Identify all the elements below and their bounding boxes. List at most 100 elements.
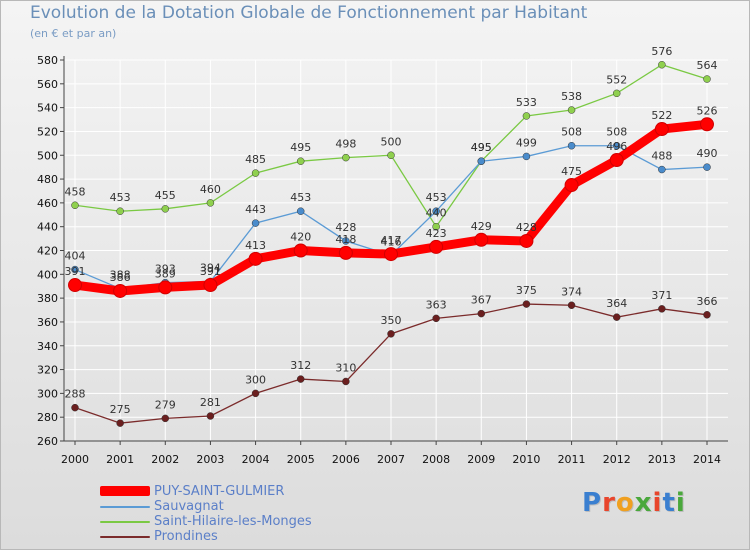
data-label: 453: [290, 191, 311, 204]
data-label: 538: [561, 90, 582, 103]
data-point: [564, 178, 579, 193]
data-point: [71, 403, 79, 412]
data-point: [703, 163, 711, 171]
data-point: [342, 377, 350, 386]
data-point: [342, 237, 350, 245]
data-label: 495: [290, 141, 311, 154]
y-tick-label: 280: [37, 411, 58, 424]
data-label: 428: [516, 221, 537, 234]
x-tick-label: 2014: [693, 453, 721, 466]
data-label: 350: [381, 314, 402, 327]
data-point: [477, 309, 486, 318]
data-point: [161, 414, 170, 423]
data-point: [251, 389, 260, 398]
logo-letter: P: [582, 488, 603, 518]
data-label: 499: [516, 136, 537, 149]
data-point: [658, 165, 666, 174]
data-point: [158, 280, 173, 295]
x-tick-label: 2012: [603, 453, 631, 466]
data-label: 391: [65, 265, 86, 278]
data-point: [519, 233, 534, 248]
data-label: 420: [290, 231, 311, 244]
legend-label: PUY-SAINT-GULMIER: [154, 484, 285, 499]
data-label: 394: [200, 261, 221, 274]
data-label: 495: [471, 141, 492, 154]
y-tick-label: 420: [37, 245, 58, 258]
data-label: 488: [651, 150, 672, 163]
y-tick-label: 560: [37, 78, 58, 91]
data-point: [71, 201, 79, 210]
data-label: 391: [200, 265, 221, 278]
data-label: 455: [155, 189, 176, 202]
logo-letter: t: [662, 488, 676, 518]
data-label: 460: [200, 183, 221, 196]
data-label: 364: [606, 297, 627, 310]
x-tick-label: 2002: [151, 453, 179, 466]
data-point: [293, 243, 308, 258]
data-label: 386: [110, 271, 131, 284]
data-point: [567, 141, 576, 150]
data-point: [116, 207, 124, 215]
x-tick-label: 2003: [196, 453, 224, 466]
data-point: [522, 300, 531, 308]
data-point: [432, 222, 440, 231]
y-tick-label: 460: [37, 197, 58, 210]
data-point: [248, 251, 263, 266]
data-point: [654, 122, 669, 137]
data-point: [296, 207, 305, 215]
data-label: 576: [651, 45, 672, 58]
data-point: [338, 245, 353, 260]
x-tick-label: 2010: [512, 453, 540, 466]
data-point: [116, 419, 124, 427]
data-label: 453: [110, 191, 131, 204]
y-tick-label: 500: [37, 149, 58, 162]
y-tick-label: 400: [37, 268, 58, 281]
y-tick-label: 580: [37, 54, 58, 67]
data-label: 500: [381, 135, 402, 148]
data-label: 374: [561, 285, 582, 298]
data-point: [206, 412, 215, 420]
logo-letter: i: [675, 488, 686, 518]
data-label: 375: [516, 284, 537, 297]
data-label: 300: [245, 373, 266, 386]
legend-swatch: [100, 536, 150, 538]
legend-swatch: [100, 521, 150, 523]
data-label: 288: [65, 388, 86, 401]
data-point: [658, 61, 666, 69]
data-point: [612, 141, 621, 150]
data-label: 508: [606, 126, 627, 139]
data-point: [700, 117, 714, 132]
data-point: [658, 305, 666, 313]
data-label: 404: [65, 250, 86, 263]
y-tick-label: 540: [37, 102, 58, 115]
data-label: 564: [697, 59, 718, 72]
y-tick-label: 380: [37, 292, 58, 305]
data-label: 490: [697, 147, 718, 160]
data-label: 417: [381, 234, 402, 247]
legend-label: Saint-Hilaire-les-Monges: [154, 514, 312, 529]
data-point: [251, 169, 260, 177]
y-tick-label: 300: [37, 387, 58, 400]
data-point: [567, 106, 576, 114]
data-label: 485: [245, 153, 266, 166]
data-point: [296, 375, 305, 383]
data-label: 522: [651, 109, 672, 122]
data-label: 418: [335, 233, 356, 246]
data-point: [609, 153, 624, 168]
logo-letter: r: [602, 488, 616, 518]
data-point: [296, 157, 305, 165]
data-label: 310: [335, 361, 356, 374]
proxiti-logo: Proxiti: [582, 488, 686, 518]
data-label: 367: [471, 294, 492, 307]
data-point: [384, 247, 398, 262]
chart-subtitle: (en € et par an): [30, 27, 117, 40]
y-tick-label: 340: [37, 340, 58, 353]
data-point: [522, 112, 531, 120]
data-point: [206, 199, 215, 207]
y-tick-label: 360: [37, 316, 58, 329]
data-label: 533: [516, 96, 537, 109]
data-label: 443: [245, 203, 266, 216]
data-label: 281: [200, 396, 221, 409]
x-tick-label: 2008: [422, 453, 450, 466]
